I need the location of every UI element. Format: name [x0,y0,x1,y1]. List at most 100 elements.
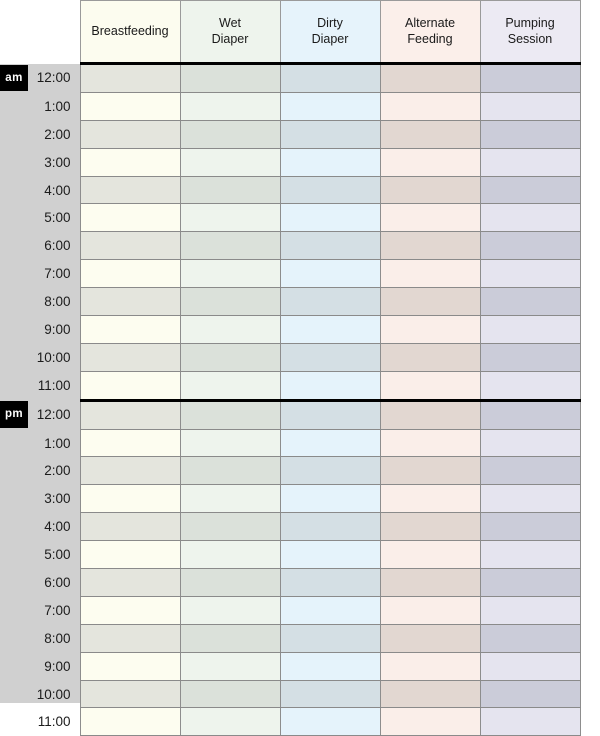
log-cell-alternate_feeding[interactable] [379,484,481,514]
log-cell-pumping_session[interactable] [479,540,581,570]
log-cell-dirty_diaper[interactable] [279,203,381,233]
log-cell-alternate_feeding[interactable] [379,287,481,317]
log-cell-alternate_feeding[interactable] [379,568,481,597]
log-cell-wet_diaper[interactable] [179,540,281,570]
log-cell-alternate_feeding[interactable] [379,512,481,542]
log-cell-pumping_session[interactable] [479,259,581,289]
log-cell-wet_diaper[interactable] [179,203,281,233]
log-cell-pumping_session[interactable] [479,707,581,736]
log-cell-breastfeeding[interactable] [79,63,181,93]
log-cell-alternate_feeding[interactable] [379,175,481,205]
log-cell-breastfeeding[interactable] [79,147,181,177]
log-cell-breastfeeding[interactable] [79,456,181,486]
log-cell-pumping_session[interactable] [479,287,581,317]
log-cell-wet_diaper[interactable] [179,119,281,149]
log-cell-wet_diaper[interactable] [179,400,281,430]
log-cell-dirty_diaper[interactable] [279,568,381,597]
log-cell-alternate_feeding[interactable] [379,540,481,570]
log-cell-breastfeeding[interactable] [79,595,181,625]
log-cell-alternate_feeding[interactable] [379,707,481,736]
log-cell-breastfeeding[interactable] [79,342,181,372]
log-cell-breastfeeding[interactable] [79,370,181,402]
log-cell-dirty_diaper[interactable] [279,91,381,121]
log-cell-dirty_diaper[interactable] [279,370,381,402]
log-cell-pumping_session[interactable] [479,595,581,625]
log-cell-pumping_session[interactable] [479,679,581,709]
log-cell-pumping_session[interactable] [479,147,581,177]
log-cell-breastfeeding[interactable] [79,287,181,317]
log-cell-breastfeeding[interactable] [79,91,181,121]
log-cell-pumping_session[interactable] [479,119,581,149]
log-cell-pumping_session[interactable] [479,175,581,205]
log-cell-breastfeeding[interactable] [79,428,181,458]
log-cell-pumping_session[interactable] [479,428,581,458]
log-cell-alternate_feeding[interactable] [379,456,481,486]
log-cell-pumping_session[interactable] [479,203,581,233]
log-cell-dirty_diaper[interactable] [279,512,381,542]
log-cell-wet_diaper[interactable] [179,623,281,653]
log-cell-alternate_feeding[interactable] [379,679,481,709]
log-cell-breastfeeding[interactable] [79,203,181,233]
log-cell-dirty_diaper[interactable] [279,428,381,458]
log-cell-wet_diaper[interactable] [179,428,281,458]
log-cell-pumping_session[interactable] [479,568,581,597]
log-cell-wet_diaper[interactable] [179,231,281,261]
log-cell-breastfeeding[interactable] [79,259,181,289]
log-cell-breastfeeding[interactable] [79,512,181,542]
log-cell-wet_diaper[interactable] [179,342,281,372]
log-cell-breastfeeding[interactable] [79,175,181,205]
log-cell-dirty_diaper[interactable] [279,119,381,149]
log-cell-alternate_feeding[interactable] [379,400,481,430]
log-cell-pumping_session[interactable] [479,342,581,372]
log-cell-breastfeeding[interactable] [79,484,181,514]
log-cell-breastfeeding[interactable] [79,651,181,681]
log-cell-wet_diaper[interactable] [179,456,281,486]
log-cell-breastfeeding[interactable] [79,679,181,709]
log-cell-pumping_session[interactable] [479,623,581,653]
log-cell-dirty_diaper[interactable] [279,231,381,261]
log-cell-pumping_session[interactable] [479,484,581,514]
log-cell-dirty_diaper[interactable] [279,651,381,681]
log-cell-pumping_session[interactable] [479,370,581,402]
log-cell-pumping_session[interactable] [479,651,581,681]
log-cell-wet_diaper[interactable] [179,568,281,597]
log-cell-wet_diaper[interactable] [179,91,281,121]
log-cell-breastfeeding[interactable] [79,119,181,149]
log-cell-pumping_session[interactable] [479,231,581,261]
log-cell-dirty_diaper[interactable] [279,315,381,344]
log-cell-pumping_session[interactable] [479,315,581,344]
log-cell-wet_diaper[interactable] [179,651,281,681]
log-cell-alternate_feeding[interactable] [379,428,481,458]
log-cell-breastfeeding[interactable] [79,568,181,597]
log-cell-alternate_feeding[interactable] [379,147,481,177]
log-cell-breastfeeding[interactable] [79,540,181,570]
log-cell-alternate_feeding[interactable] [379,203,481,233]
log-cell-wet_diaper[interactable] [179,512,281,542]
log-cell-alternate_feeding[interactable] [379,651,481,681]
log-cell-alternate_feeding[interactable] [379,315,481,344]
log-cell-wet_diaper[interactable] [179,595,281,625]
log-cell-alternate_feeding[interactable] [379,63,481,93]
log-cell-wet_diaper[interactable] [179,63,281,93]
log-cell-breastfeeding[interactable] [79,400,181,430]
log-cell-dirty_diaper[interactable] [279,623,381,653]
log-cell-wet_diaper[interactable] [179,484,281,514]
log-cell-dirty_diaper[interactable] [279,484,381,514]
log-cell-wet_diaper[interactable] [179,679,281,709]
log-cell-alternate_feeding[interactable] [379,91,481,121]
log-cell-dirty_diaper[interactable] [279,259,381,289]
log-cell-wet_diaper[interactable] [179,259,281,289]
log-cell-pumping_session[interactable] [479,63,581,93]
log-cell-pumping_session[interactable] [479,512,581,542]
log-cell-alternate_feeding[interactable] [379,342,481,372]
log-cell-dirty_diaper[interactable] [279,540,381,570]
log-cell-dirty_diaper[interactable] [279,400,381,430]
log-cell-dirty_diaper[interactable] [279,175,381,205]
log-cell-breastfeeding[interactable] [79,231,181,261]
log-cell-pumping_session[interactable] [479,456,581,486]
log-cell-breastfeeding[interactable] [79,623,181,653]
log-cell-alternate_feeding[interactable] [379,259,481,289]
log-cell-dirty_diaper[interactable] [279,342,381,372]
log-cell-alternate_feeding[interactable] [379,231,481,261]
log-cell-wet_diaper[interactable] [179,175,281,205]
